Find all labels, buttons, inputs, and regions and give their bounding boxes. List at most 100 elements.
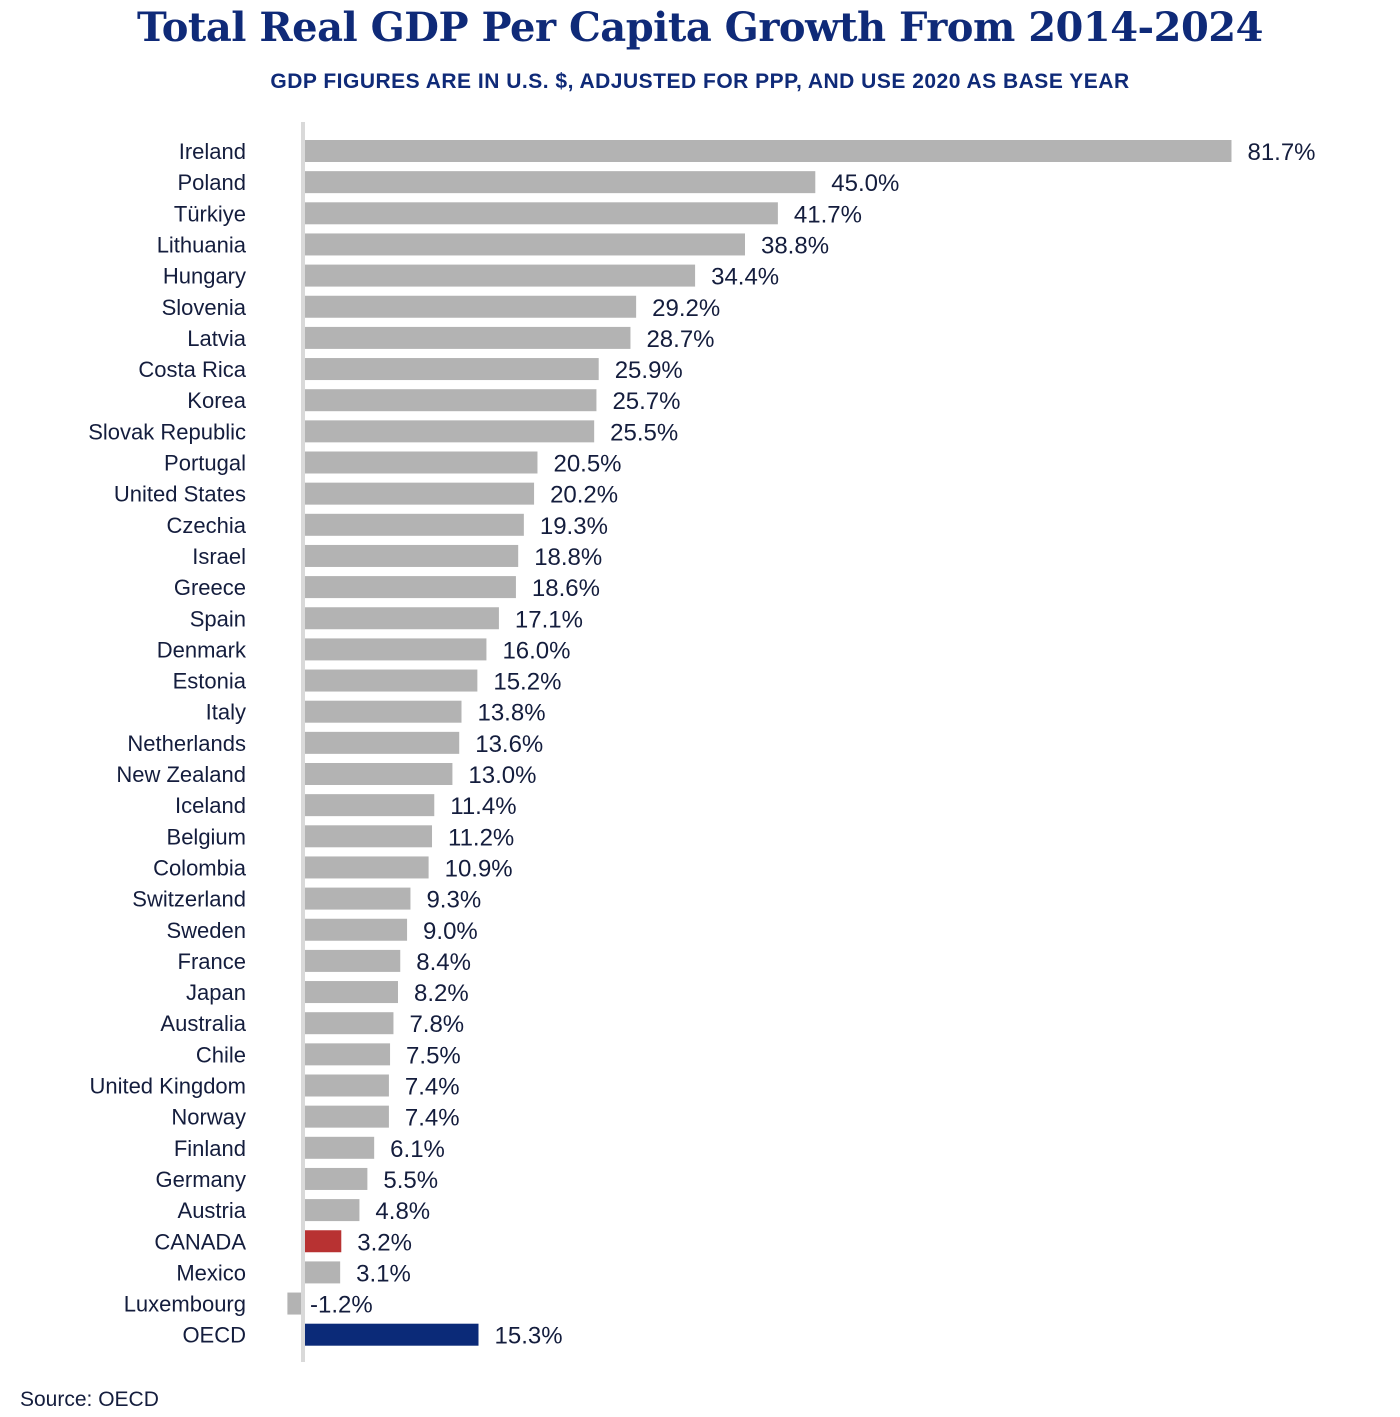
value-label-canada: 3.2% [357,1229,412,1256]
category-label-australia: Australia [160,1011,246,1036]
bar-colombia [305,856,429,879]
bar-poland [305,171,816,194]
category-label-germany: Germany [156,1167,246,1192]
value-label-united-states: 20.2% [550,482,618,509]
category-label-netherlands: Netherlands [127,731,246,756]
bar-ireland [305,140,1232,162]
bar-korea [305,389,597,412]
value-label-slovenia: 29.2% [652,295,720,322]
category-label-switzerland: Switzerland [132,887,246,912]
value-label-netherlands: 13.6% [475,731,543,758]
value-label-united-kingdom: 7.4% [405,1074,460,1101]
value-label-portugal: 20.5% [553,451,621,478]
bar-france [305,949,401,972]
category-label-new-zealand: New Zealand [116,762,246,787]
category-label-lithuania: Lithuania [157,232,247,257]
value-label-poland: 45.0% [831,170,899,197]
bar-greece [305,576,516,599]
value-label-t-rkiye: 41.7% [794,201,862,228]
bar-italy [305,700,462,723]
bar-latvia [305,326,631,349]
value-label-sweden: 9.0% [423,918,478,945]
category-label-luxembourg: Luxembourg [124,1292,246,1317]
value-label-iceland: 11.4% [450,793,516,820]
chart-title: Total Real GDP Per Capita Growth From 20… [137,4,1263,51]
bar-austria [305,1199,360,1222]
value-label-belgium: 11.2% [448,824,514,851]
bar-slovenia [305,295,637,318]
bar-portugal [305,451,538,474]
value-label-israel: 18.8% [534,544,602,571]
category-label-japan: Japan [186,980,246,1005]
bar-sweden [305,918,408,941]
value-label-lithuania: 38.8% [761,232,829,259]
category-label-colombia: Colombia [153,855,247,880]
bar-slovak-republic [305,420,595,443]
source-note: Source: OECD [20,1388,159,1411]
bar-belgium [305,825,433,848]
category-label-slovak-republic: Slovak Republic [88,419,246,444]
bar-switzerland [305,887,411,910]
value-label-latvia: 28.7% [646,326,714,353]
bar-germany [305,1167,368,1190]
labels-group: Ireland 81.7% Poland 45.0% Türkiye 41.7% Lithu… [88,139,1315,1350]
value-label-new-zealand: 13.0% [468,762,536,789]
value-label-costa-rica: 25.9% [615,357,683,384]
bar-luxembourg [287,1292,301,1315]
category-label-canada: CANADA [154,1229,246,1254]
category-label-austria: Austria [178,1198,247,1223]
value-label-finland: 6.1% [390,1136,445,1163]
category-label-t-rkiye: Türkiye [174,201,246,226]
bar-spain [305,607,499,630]
category-label-iceland: Iceland [175,793,246,818]
bar-denmark [305,638,487,661]
value-label-norway: 7.4% [405,1105,460,1132]
value-label-ireland: 81.7% [1247,139,1315,166]
category-label-spain: Spain [190,606,246,631]
category-label-latvia: Latvia [187,326,246,351]
category-label-finland: Finland [174,1136,246,1161]
value-label-estonia: 15.2% [493,669,561,696]
value-label-france: 8.4% [416,949,471,976]
category-label-italy: Italy [206,700,246,725]
bar-chile [305,1043,391,1066]
value-label-korea: 25.7% [612,388,680,415]
category-label-denmark: Denmark [157,637,247,662]
category-label-israel: Israel [192,544,246,569]
bar-norway [305,1105,389,1128]
value-label-oecd: 15.3% [495,1323,563,1350]
value-label-luxembourg: -1.2% [310,1292,373,1319]
category-label-greece: Greece [174,575,246,600]
category-label-estonia: Estonia [173,669,247,694]
value-label-slovak-republic: 25.5% [610,419,678,446]
category-label-slovenia: Slovenia [162,295,247,320]
category-label-portugal: Portugal [164,451,246,476]
bar-new-zealand [305,763,453,785]
category-label-united-kingdom: United Kingdom [89,1074,246,1099]
category-label-oecd: OECD [182,1323,246,1348]
category-label-costa-rica: Costa Rica [138,357,246,382]
value-label-czechia: 19.3% [540,513,608,540]
bar-japan [305,981,398,1004]
bar-finland [305,1136,375,1159]
category-label-czechia: Czechia [167,513,247,538]
bar-costa-rica [305,358,599,381]
bar-australia [305,1012,394,1035]
bar-lithuania [305,233,745,256]
category-label-france: France [178,949,246,974]
bar-canada [305,1230,342,1253]
category-label-chile: Chile [196,1042,246,1067]
chart-subtitle: GDP FIGURES ARE IN U.S. $, ADJUSTED FOR … [270,70,1130,93]
bar-iceland [305,794,435,817]
bar-netherlands [305,731,460,754]
category-label-united-states: United States [114,482,246,507]
value-label-switzerland: 9.3% [426,887,481,914]
bar-mexico [305,1261,341,1284]
value-label-spain: 17.1% [515,606,583,633]
category-label-korea: Korea [187,388,246,413]
bar-israel [305,544,519,567]
bar-t-rkiye [305,202,778,225]
value-label-japan: 8.2% [414,980,469,1007]
category-label-belgium: Belgium [167,824,246,849]
